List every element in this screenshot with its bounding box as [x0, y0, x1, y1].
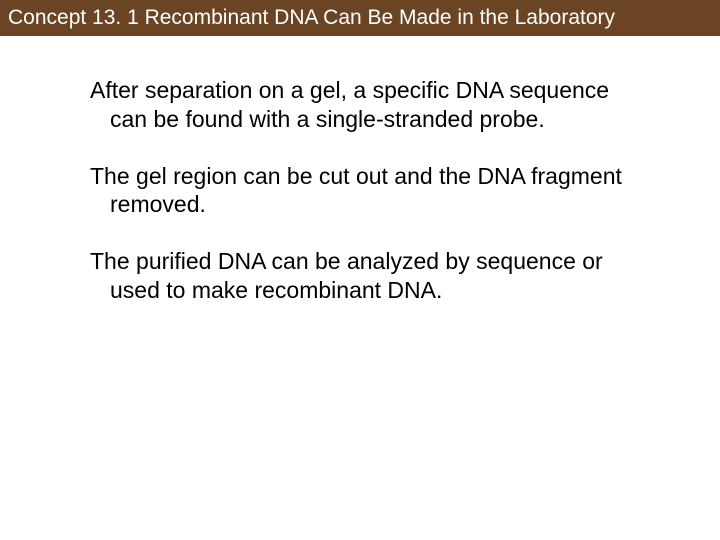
header-title: Concept 13. 1 Recombinant DNA Can Be Mad…: [8, 6, 615, 29]
body-paragraph: The purified DNA can be analyzed by sequ…: [90, 247, 630, 305]
body-paragraph: After separation on a gel, a specific DN…: [90, 76, 630, 134]
slide-content: After separation on a gel, a specific DN…: [0, 36, 720, 353]
body-paragraph: The gel region can be cut out and the DN…: [90, 162, 630, 220]
slide-header: Concept 13. 1 Recombinant DNA Can Be Mad…: [0, 0, 720, 36]
